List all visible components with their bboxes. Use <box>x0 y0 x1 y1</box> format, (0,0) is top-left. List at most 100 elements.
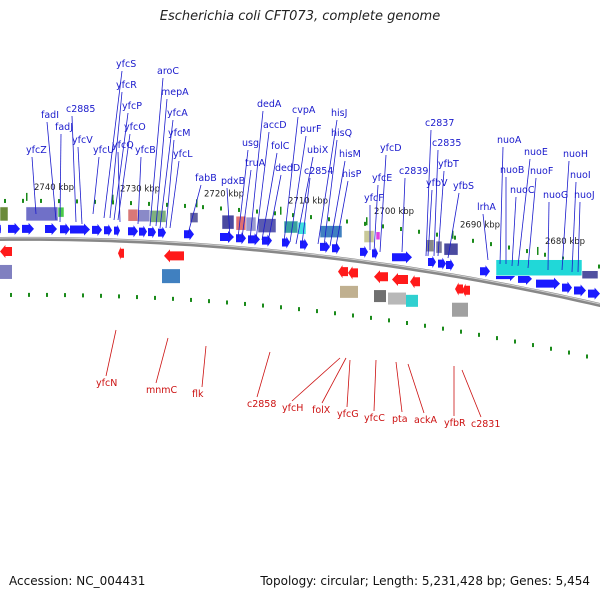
gene-label-nuoH[interactable]: nuoH <box>563 149 588 160</box>
gene-label-yfcG[interactable]: yfcG <box>337 409 359 420</box>
forward-gene-arrow <box>248 233 260 246</box>
gene-label-c2835[interactable]: c2835 <box>432 138 461 149</box>
tick-mark <box>262 303 264 308</box>
gene-label-c2858[interactable]: c2858 <box>247 399 276 410</box>
gene-label-lrhA[interactable]: lrhA <box>477 202 496 213</box>
gene-label-nuoE[interactable]: nuoE <box>524 147 548 158</box>
gene-label-mnmC[interactable]: mnmC <box>146 385 178 396</box>
forward-gene-arrow <box>148 226 156 239</box>
gene-label-nuoB[interactable]: nuoB <box>500 165 524 176</box>
leader-line <box>117 151 121 223</box>
gene-label-nuoF[interactable]: nuoF <box>530 166 553 177</box>
tick-mark <box>364 221 366 226</box>
gene-label-nuoG[interactable]: nuoG <box>543 190 568 201</box>
gene-label-purF[interactable]: purF <box>300 124 321 135</box>
gene-label-truA[interactable]: truA <box>245 158 266 169</box>
gene-label-yfcV[interactable]: yfcV <box>72 135 93 146</box>
gene-label-nuoI[interactable]: nuoI <box>570 170 591 181</box>
forward-gene-arrow <box>446 259 454 271</box>
gene-label-dedD[interactable]: dedD <box>275 163 300 174</box>
gene-label-flk[interactable]: flk <box>192 389 204 400</box>
gene-label-c2831[interactable]: c2831 <box>471 419 500 430</box>
forward-gene-arrow <box>392 251 412 264</box>
gene-label-folC[interactable]: folC <box>271 141 290 152</box>
gene-label-fabB[interactable]: fabB <box>195 173 217 184</box>
gene-label-hisJ[interactable]: hisJ <box>331 108 347 119</box>
tick-mark <box>472 238 474 243</box>
gene-label-yfcQ[interactable]: yfcQ <box>112 140 134 151</box>
genome-backbone <box>0 236 600 308</box>
reverse-gene-arrow <box>0 244 12 258</box>
gene-label-cvpA[interactable]: cvpA <box>292 105 316 116</box>
gene-label-yfcS[interactable]: yfcS <box>116 59 136 70</box>
gene-label-hisM[interactable]: hisM <box>339 149 361 160</box>
gene-label-c2837[interactable]: c2837 <box>425 118 454 129</box>
gene-label-aroC[interactable]: aroC <box>157 66 179 77</box>
reverse-gene-arrow <box>348 266 358 280</box>
tick-mark <box>220 206 222 211</box>
gene-label-c2839[interactable]: c2839 <box>399 166 428 177</box>
gene-label-hisQ[interactable]: hisQ <box>331 128 352 139</box>
forward-gene-arrow <box>128 225 138 238</box>
forward-gene-arrow <box>22 222 34 235</box>
gene-label-c2885[interactable]: c2885 <box>66 104 95 115</box>
gene-label-yfbT[interactable]: yfbT <box>438 159 459 170</box>
gene-label-ubiX[interactable]: ubiX <box>307 145 329 156</box>
gene-label-yfcF[interactable]: yfcF <box>364 193 384 204</box>
scale-label: 2740 kbp <box>34 183 74 193</box>
gene-label-nuoC[interactable]: nuoC <box>510 185 535 196</box>
gene-label-yfcU[interactable]: yfcU <box>93 145 114 156</box>
gene-label-yfcZ[interactable]: yfcZ <box>26 145 47 156</box>
leader-line <box>187 184 202 235</box>
leader-line <box>547 201 550 271</box>
leader-line <box>499 146 504 265</box>
gene-label-yfcC[interactable]: yfcC <box>364 413 385 424</box>
tick-mark <box>184 203 186 208</box>
leader-line <box>283 116 299 243</box>
gene-label-yfcE[interactable]: yfcE <box>372 173 392 184</box>
leader-line <box>517 158 531 267</box>
gene-label-pdxB[interactable]: pdxB <box>221 176 245 187</box>
gene-label-accD[interactable]: accD <box>263 120 287 131</box>
gene-label-yfbR[interactable]: yfbR <box>444 418 466 429</box>
gene-label-yfcO[interactable]: yfcO <box>124 122 146 133</box>
gene-label-usg[interactable]: usg <box>242 138 259 149</box>
page-title: Escherichia coli CFT073, complete genome <box>159 9 441 24</box>
gene-label-yfcL[interactable]: yfcL <box>173 149 193 160</box>
gene-label-fadI[interactable]: fadI <box>41 110 59 121</box>
gene-label-dedA[interactable]: dedA <box>257 99 282 110</box>
gene-label-pta[interactable]: pta <box>392 414 408 425</box>
gene-label-yfcD[interactable]: yfcD <box>380 143 402 154</box>
gene-label-fadJ[interactable]: fadJ <box>55 122 73 133</box>
gene-label-nuoJ[interactable]: nuoJ <box>574 190 595 201</box>
gene-label-yfcM[interactable]: yfcM <box>168 128 190 139</box>
gene-label-ackA[interactable]: ackA <box>414 415 438 426</box>
leader-line <box>301 177 311 245</box>
leader-line <box>437 170 445 257</box>
tick-mark <box>346 219 348 224</box>
gene-label-yfcP[interactable]: yfcP <box>122 101 142 112</box>
gene-label-hisP[interactable]: hisP <box>342 169 362 180</box>
tick-mark <box>226 300 228 305</box>
gene-label-yfcH[interactable]: yfcH <box>282 403 303 414</box>
gene-label-mepA[interactable]: mepA <box>161 87 189 98</box>
reverse-gene-arrow <box>410 275 420 289</box>
gene-label-yfbS[interactable]: yfbS <box>453 181 474 192</box>
forward-gene-arrow <box>236 232 246 245</box>
tick-mark <box>58 199 60 204</box>
forward-gene-arrow <box>536 277 560 290</box>
gene-label-yfcB[interactable]: yfcB <box>135 145 156 156</box>
reverse-gene-arrow <box>118 246 124 260</box>
leader-line <box>577 201 581 273</box>
feature-block <box>221 214 235 230</box>
gene-label-c2854[interactable]: c2854 <box>304 166 333 177</box>
gene-label-folX[interactable]: folX <box>312 405 331 416</box>
gene-label-yfcN[interactable]: yfcN <box>96 378 117 389</box>
gene-label-yfcR[interactable]: yfcR <box>116 80 137 91</box>
tick-mark <box>550 346 552 351</box>
gene-label-yfcA[interactable]: yfcA <box>167 108 188 119</box>
gene-label-nuoA[interactable]: nuoA <box>497 135 522 146</box>
feature-block <box>127 208 139 222</box>
tick-mark <box>292 213 294 218</box>
